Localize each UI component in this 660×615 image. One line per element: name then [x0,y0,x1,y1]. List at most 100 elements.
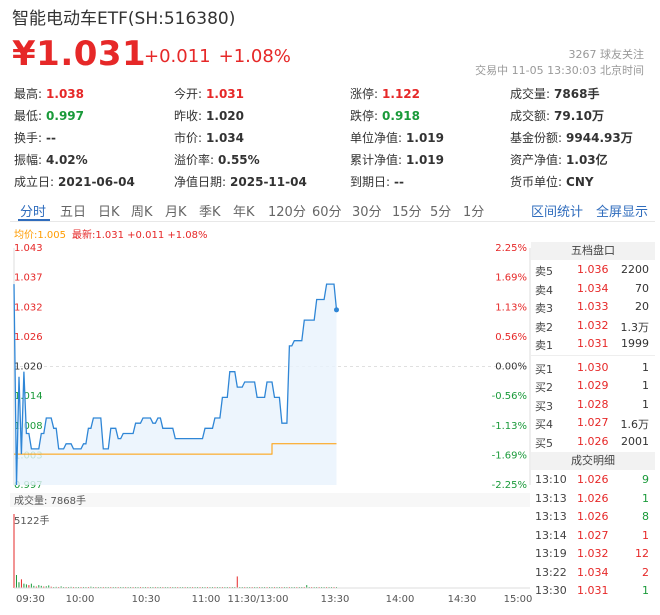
time-tick: 10:30 [132,594,161,605]
stat-value: 1.019 [406,131,445,145]
cell: 1 [642,397,649,411]
volume-bar [13,514,15,588]
cell: 1.032 [577,318,609,332]
stats-row: 换手: -- 市价: 1.034 单位净值: 1.019 基金份额: 9944.93万 [14,126,654,148]
list-item: 卖4 1.034 70 [531,279,655,298]
price-tick: 1.037 [14,273,43,284]
stat-label: 成交额: [510,109,551,123]
tab-5[interactable]: 季K [199,205,221,220]
volume-bar [55,586,57,588]
stat-value: CNY [566,175,594,189]
stats-grid: 最高: 1.038 今开: 1.031 涨停: 1.122 成交量: 7868手 最低: 0.99… [14,82,654,192]
volume-bar [90,586,92,588]
cell: 13:14 [535,528,567,542]
cell: 买5 [535,436,553,450]
avg-price-line [14,443,337,455]
cell: 1.6万 [620,418,650,431]
list-item: 13:14 1.027 1 [531,526,655,545]
cell: 13:13 [535,491,567,505]
cell: 1.026 [577,434,609,448]
volume-bar [18,582,20,588]
intraday-chart[interactable]: 1.043 2.25% 1.037 1.69% 1.032 1.13% 1.026 0.56%… [0,236,535,606]
pct-tick: -1.13% [492,421,527,432]
cell: 13:22 [535,565,567,579]
cell: 12 [635,547,649,560]
stat-item: 跌停: 0.918 [350,107,420,124]
volume-bar [35,586,37,588]
stat-item: 累计净值: 1.019 [350,151,444,168]
tab-1[interactable]: 五日 [60,205,87,220]
order-book-panel: 五档盘口 卖5 1.036 2200 卖4 1.034 70 卖3 1.033 20 卖2 1.03… [531,242,655,597]
price-tick: 1.026 [14,332,43,343]
tab-8[interactable]: 60分 [312,205,342,220]
stat-label: 换手: [14,131,43,145]
pct-tick: -1.69% [492,450,527,461]
cell: 1.034 [577,565,609,579]
stat-item: 换手: -- [14,129,56,146]
legend-line: 均价:1.005 最新:1.031 +0.011 +1.08% [14,226,208,241]
range-stats-button[interactable]: 区间统计 [531,205,584,220]
tab-3[interactable]: 周K [131,205,153,220]
cell: 9 [642,473,649,486]
tab-6[interactable]: 年K [233,205,255,220]
list-item: 卖2 1.032 1.3万 [531,316,655,335]
followers-count[interactable]: 3267 球友关注 [568,48,645,61]
list-item: 13:13 1.026 8 [531,507,655,526]
tab-10[interactable]: 15分 [392,205,422,220]
cell: 1.3万 [620,320,650,334]
list-item: 13:19 1.032 12 [531,544,655,563]
volume-bar [15,574,17,588]
time-tick: 09:30 [16,594,45,605]
stat-item: 净值日期: 2025-11-04 [174,173,307,190]
tab-4[interactable]: 月K [165,205,187,220]
fullscreen-button[interactable]: 全屏显示 [596,205,649,220]
time-tick: 10:00 [66,594,95,605]
tab-0[interactable]: 分时 [20,205,47,220]
stat-value: 1.03亿 [566,153,608,167]
stat-label: 资产净值: [510,153,563,167]
stat-value: 4.02% [46,153,88,167]
stat-label: 到期日: [350,175,391,189]
volume-bar [33,585,35,588]
tab-2[interactable]: 日K [98,205,120,220]
list-item: 13:10 1.026 9 [531,470,655,489]
cell: 卖3 [535,302,553,315]
change-abs: +0.011 [144,46,211,67]
pct-tick: 0.56% [495,332,527,343]
chart-period-tabs: 区间统计 全屏显示 分时 五日 日K 周K 月K 季K 年K 120分 60分 30分 15分 5分 1… [10,196,655,222]
stat-value: 1.020 [206,109,245,123]
tab-9[interactable]: 30分 [352,205,382,220]
tab-12[interactable]: 1分 [463,205,485,220]
list-item: 卖5 1.036 2200 [531,260,655,279]
stat-item: 成交额: 79.10万 [510,107,604,124]
volume-bar [306,585,308,588]
latest-price-legend: 最新:1.031 +0.011 +1.08% [72,230,208,241]
stat-item: 最高: 1.038 [14,85,84,102]
volume-bar [82,586,84,588]
trades-title: 成交明细 [531,452,655,470]
cell: 1.029 [577,379,609,392]
order-book-title: 五档盘口 [531,242,655,260]
cell: 2200 [621,263,649,276]
cell: 1.030 [577,360,609,374]
cell: 1 [642,584,649,597]
stat-value: 1.019 [406,153,445,167]
cell: 1.027 [577,528,609,542]
current-price: ¥1.031 [12,34,147,74]
volume-bar [70,586,72,588]
pct-tick: 0.00% [495,362,527,373]
stat-item: 今开: 1.031 [174,85,244,102]
stat-label: 跌停: [350,109,379,123]
trade-status: 交易中 11-05 13:30:03 北京时间 [475,64,644,77]
stat-item: 到期日: -- [350,173,404,190]
stat-value: 79.10万 [554,109,605,123]
list-item: 买5 1.026 2001 [531,432,655,451]
cell: 卖1 [535,339,553,352]
volume-bar [60,586,62,588]
tab-7[interactable]: 120分 [268,205,306,220]
stat-label: 最低: [14,109,43,123]
volume-bar [30,583,32,588]
pct-tick: 1.69% [495,273,527,284]
tab-11[interactable]: 5分 [430,205,452,220]
price-change: +0.011 +1.08% [144,46,299,67]
